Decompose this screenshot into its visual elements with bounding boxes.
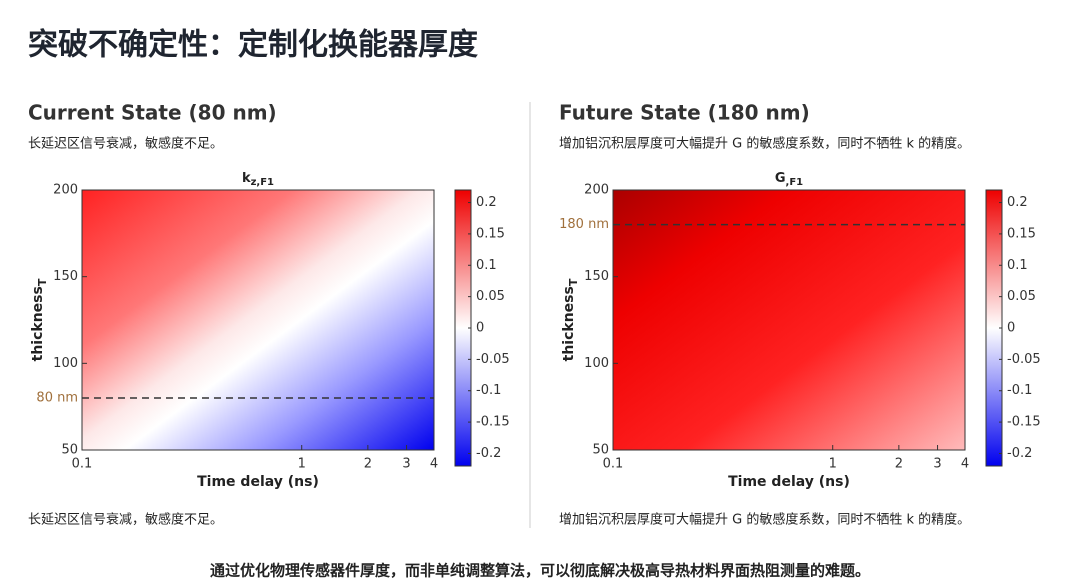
- x-tick-label: 1: [829, 457, 837, 472]
- y-axis-label-main: thickness: [30, 286, 46, 361]
- panel-caption: 长延迟区信号衰减，敏感度不足。: [28, 512, 223, 528]
- chart-title: kz,F1: [242, 171, 274, 189]
- colorbar-tick-label: 0.05: [476, 289, 505, 304]
- colorbar-tick-label: 0: [476, 321, 484, 336]
- x-axis-label: Time delay (ns): [197, 474, 319, 490]
- y-tick-label: 50: [61, 443, 78, 458]
- panel-description: 增加铝沉积层厚度可大幅提升 G 的敏感度系数，同时不牺牲 k 的精度。: [559, 136, 970, 152]
- colorbar-tick-label: -0.2: [1007, 446, 1032, 461]
- y-tick-label: 200: [584, 183, 609, 198]
- colorbar-tick-label: -0.05: [1007, 352, 1041, 367]
- colorbar-tick-label: -0.1: [476, 383, 501, 398]
- colorbar-tick-label: 0.15: [1007, 226, 1036, 241]
- panel-caption: 增加铝沉积层厚度可大幅提升 G 的敏感度系数，同时不牺牲 k 的精度。: [559, 512, 970, 528]
- colorbar-tick-label: -0.2: [476, 446, 501, 461]
- y-axis-label: thicknessT: [30, 278, 49, 361]
- x-tick-label: 2: [364, 457, 372, 472]
- chart-title-sub: z,F1: [251, 177, 274, 188]
- colorbar-tick-label: 0.05: [1007, 289, 1036, 304]
- y-axis-label-sub: T: [36, 278, 49, 286]
- colorbar-tick-label: -0.1: [1007, 383, 1032, 398]
- heatmap-field: [81, 189, 435, 451]
- slide-title: 突破不确定性：定制化换能器厚度: [28, 28, 478, 63]
- x-tick-label: 2: [895, 457, 903, 472]
- x-tick-label: 0.1: [603, 457, 624, 472]
- y-axis-label-sub: T: [567, 278, 580, 286]
- heatmap-field: [612, 189, 966, 451]
- x-tick-label: 3: [933, 457, 941, 472]
- chart-title-main: G: [775, 171, 786, 186]
- x-tick-label: 4: [961, 457, 969, 472]
- footer: 通过优化物理传感器件厚度，而非单纯调整算法，可以彻底解决极高导热材料界面热阻测量…: [210, 562, 870, 580]
- colorbar-tick-label: 0.2: [1007, 195, 1028, 210]
- colorbar-tick-label: 0.1: [1007, 258, 1028, 273]
- y-tick-label: 200: [53, 183, 78, 198]
- colorbar-tick-label: 0.15: [476, 226, 505, 241]
- panel-heading: Current State (80 nm): [28, 101, 277, 125]
- y-tick-label: 100: [53, 356, 78, 371]
- chart-title-main: k: [242, 171, 251, 186]
- colorbar-tick-label: -0.05: [476, 352, 510, 367]
- y-axis-label: thicknessT: [561, 278, 580, 361]
- panel-description: 长延迟区信号衰减，敏感度不足。: [28, 136, 223, 152]
- marker-label: 180 nm: [559, 217, 609, 232]
- colorbar-tick-label: 0.2: [476, 195, 497, 210]
- chart-title-sub: ,F1: [786, 177, 804, 188]
- x-tick-label: 0.1: [72, 457, 93, 472]
- panel-heading: Future State (180 nm): [559, 101, 810, 125]
- x-axis-label: Time delay (ns): [728, 474, 850, 490]
- y-tick-label: 150: [584, 269, 609, 284]
- x-tick-label: 3: [402, 457, 410, 472]
- colorbar-tick-label: 0.1: [476, 258, 497, 273]
- colorbar-tick-label: -0.15: [476, 415, 510, 430]
- x-tick-label: 4: [430, 457, 438, 472]
- y-tick-label: 150: [53, 269, 78, 284]
- x-tick-label: 1: [298, 457, 306, 472]
- marker-label: 80 nm: [36, 391, 78, 406]
- colorbar-tick-label: 0: [1007, 321, 1015, 336]
- colorbar-tick-label: -0.15: [1007, 415, 1041, 430]
- y-tick-label: 50: [592, 443, 609, 458]
- y-axis-label-main: thickness: [561, 286, 577, 361]
- y-tick-label: 100: [584, 356, 609, 371]
- chart-title: G,F1: [775, 171, 803, 189]
